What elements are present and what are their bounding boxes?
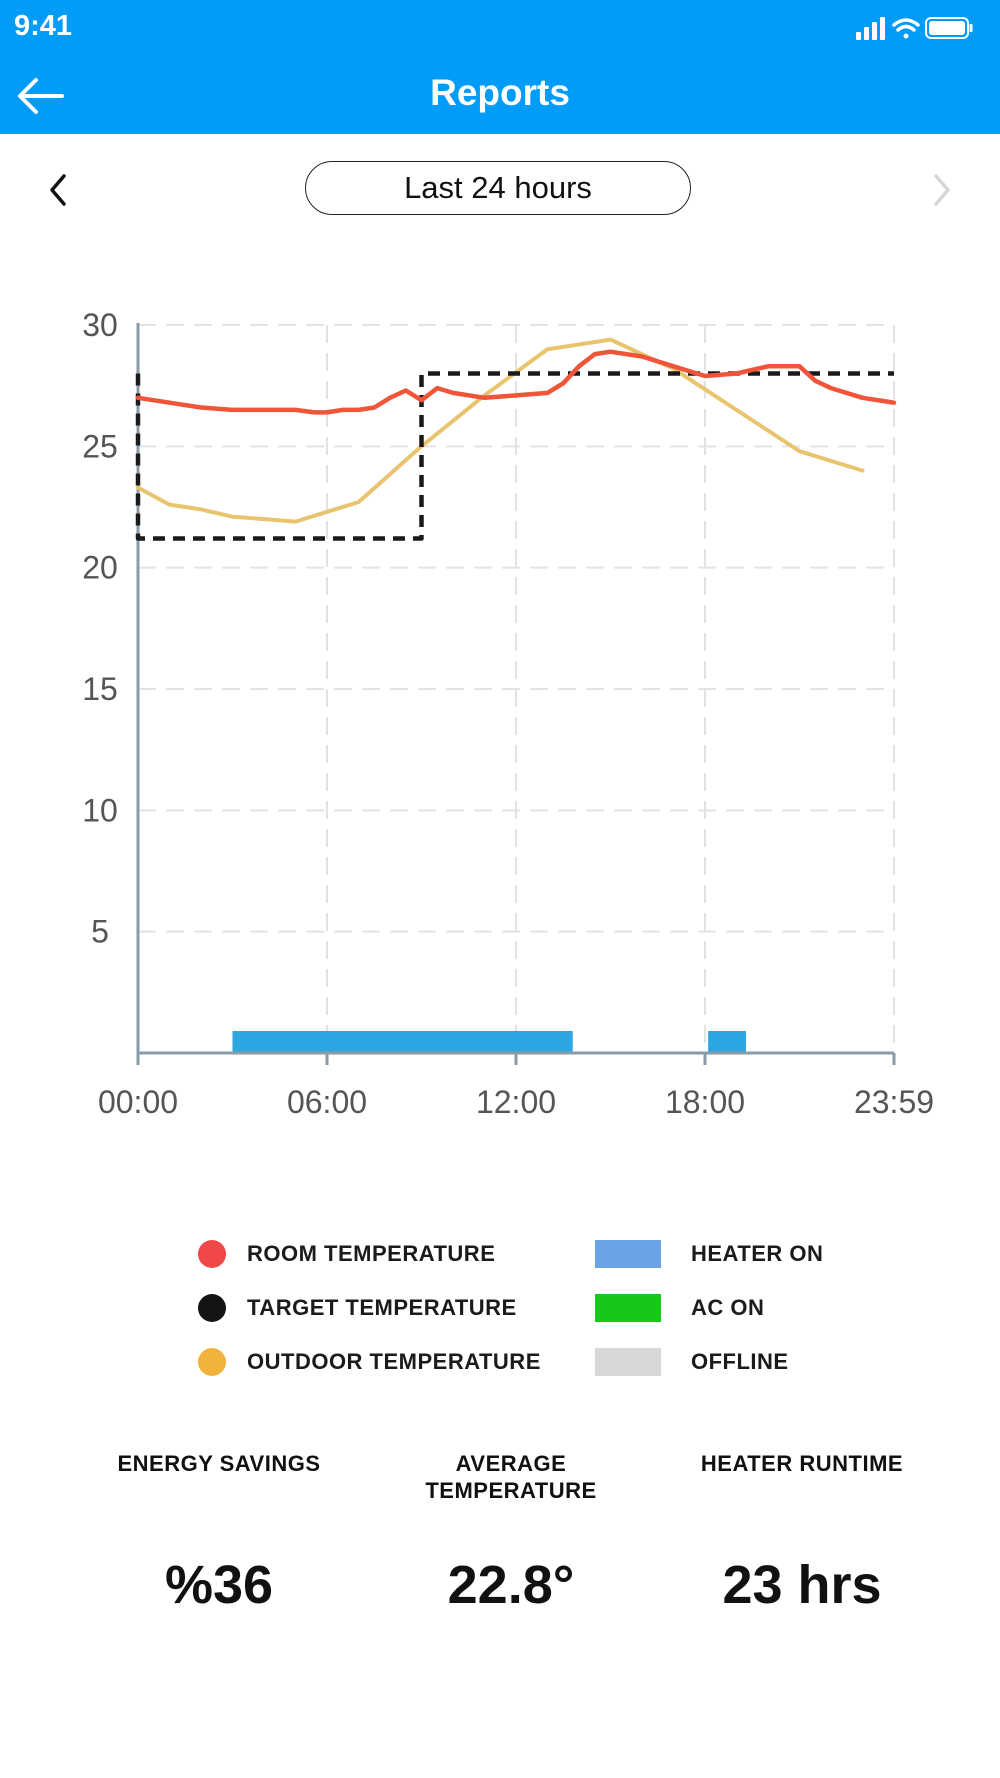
gray-swatch-icon	[595, 1348, 661, 1376]
legend-label: ROOM TEMPERATURE	[247, 1241, 496, 1266]
legend-label: OUTDOOR TEMPERATURE	[247, 1349, 541, 1374]
stat-label: HEATER RUNTIME	[700, 1451, 904, 1476]
orange-dot-icon	[198, 1348, 226, 1376]
x-tick-label: 12:00	[476, 1084, 556, 1120]
legend-label: TARGET TEMPERATURE	[247, 1295, 517, 1320]
stat-label-line1: AVERAGE	[455, 1451, 567, 1476]
stat-value: 22.8°	[447, 1555, 575, 1615]
stat-heater-runtime: HEATER RUNTIME 23 hrs	[652, 1450, 952, 1615]
stat-label-line2: TEMPERATURE	[425, 1478, 597, 1503]
range-selector[interactable]: Last 24 hours	[305, 161, 691, 215]
legend-target-temperature: TARGET TEMPERATURE	[198, 1294, 517, 1322]
heater-on-bar	[421, 1031, 573, 1053]
outdoor-temperature-line	[136, 337, 865, 524]
red-dot-icon	[198, 1240, 226, 1268]
temperature-chart: 00:00 06:00 12:00 18:00 23:59 5 10 15 20 25 30	[82, 307, 934, 1120]
status-time: 9:41	[14, 10, 73, 42]
heater-on-bar	[232, 1031, 422, 1053]
black-dot-icon	[198, 1294, 226, 1322]
y-tick-label: 10	[82, 792, 118, 828]
stat-value: 23 hrs	[722, 1555, 882, 1615]
y-tick-label: 25	[82, 428, 118, 464]
legend-room-temperature: ROOM TEMPERATURE	[198, 1240, 495, 1268]
stat-energy-savings: ENERGY SAVINGS %36	[69, 1450, 369, 1615]
heater-on-bar	[708, 1031, 746, 1053]
y-tick-label: 30	[82, 307, 118, 343]
battery-icon	[925, 17, 973, 39]
x-tick-label: 23:59	[854, 1084, 934, 1120]
y-tick-label: 5	[91, 914, 109, 950]
app-header: 9:41 Reports	[0, 0, 1000, 134]
x-tick-label: 00:00	[98, 1084, 178, 1120]
target-temperature-line	[135, 371, 894, 541]
chevron-left-icon[interactable]	[44, 170, 72, 210]
signal-icon	[856, 17, 885, 40]
y-tick-label: 20	[82, 550, 118, 586]
status-icons	[856, 17, 973, 40]
legend-label: AC ON	[691, 1295, 765, 1320]
chevron-right-icon	[934, 174, 950, 206]
stat-label: ENERGY SAVINGS	[117, 1451, 321, 1476]
wifi-icon	[892, 18, 920, 39]
green-swatch-icon	[595, 1294, 661, 1322]
legend-offline: OFFLINE	[595, 1348, 789, 1376]
back-arrow-icon[interactable]	[14, 76, 66, 116]
page-title: Reports	[430, 72, 570, 113]
room-temperature-line	[135, 349, 897, 415]
legend-label: HEATER ON	[691, 1241, 824, 1266]
blue-swatch-icon	[595, 1240, 661, 1268]
x-tick-label: 18:00	[665, 1084, 745, 1120]
legend-outdoor-temperature: OUTDOOR TEMPERATURE	[198, 1348, 541, 1376]
legend-heater-on: HEATER ON	[595, 1240, 823, 1268]
legend-label: OFFLINE	[691, 1349, 789, 1374]
stat-value: %36	[164, 1555, 274, 1615]
stat-average-temperature: AVERAGE TEMPERATURE 22.8°	[361, 1450, 661, 1615]
y-tick-label: 15	[82, 671, 118, 707]
x-tick-label: 06:00	[287, 1084, 367, 1120]
chart-legend: ROOM TEMPERATURE TARGET TEMPERATURE OUTD…	[0, 1230, 1000, 1390]
legend-ac-on: AC ON	[595, 1294, 764, 1322]
